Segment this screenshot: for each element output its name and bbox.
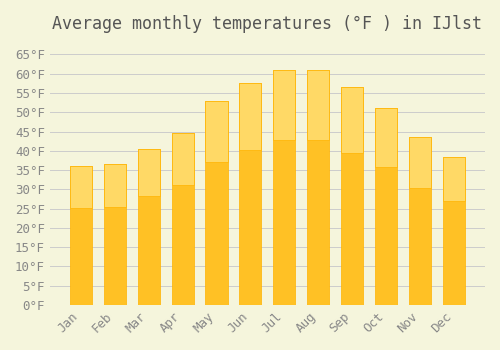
Bar — [274, 70, 295, 305]
Bar — [172, 133, 194, 185]
Bar — [274, 70, 295, 140]
Bar — [409, 137, 432, 305]
Bar — [308, 70, 330, 140]
Bar — [375, 108, 398, 305]
Bar — [104, 164, 126, 206]
Bar — [70, 166, 92, 208]
Bar — [104, 164, 126, 305]
Bar — [443, 156, 465, 305]
Bar — [206, 101, 228, 305]
Bar — [375, 108, 398, 167]
Bar — [70, 166, 92, 305]
Bar — [138, 149, 160, 196]
Bar — [342, 87, 363, 153]
Bar — [443, 156, 465, 201]
Bar — [308, 70, 330, 305]
Bar — [409, 137, 432, 188]
Title: Average monthly temperatures (°F ) in IJlst: Average monthly temperatures (°F ) in IJ… — [52, 15, 482, 33]
Bar — [342, 87, 363, 305]
Bar — [172, 133, 194, 305]
Bar — [240, 83, 262, 150]
Bar — [138, 149, 160, 305]
Bar — [206, 101, 228, 162]
Bar — [240, 83, 262, 305]
